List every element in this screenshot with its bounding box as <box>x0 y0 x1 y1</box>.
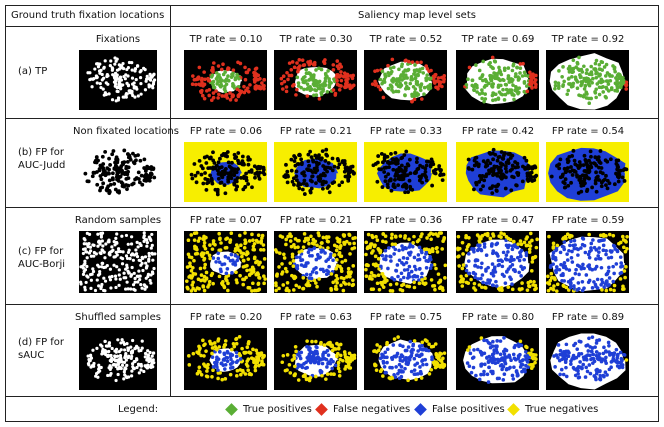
rate-label: TP rate = 0.69 <box>461 34 535 45</box>
saliency-level-set-image <box>274 231 357 293</box>
saliency-level-set-image <box>546 231 629 293</box>
legend-label: False negatives <box>333 404 411 415</box>
legend-item-true-positives: True positives <box>225 403 312 416</box>
header-left: Ground truth fixation locations <box>11 10 165 21</box>
frame-right <box>658 5 659 422</box>
saliency-level-set-image <box>274 50 357 110</box>
legend-swatch-icon <box>315 403 328 416</box>
rate-label: FP rate = 0.06 <box>189 126 263 137</box>
legend-swatch-icon <box>414 403 427 416</box>
row-label: (c) FP for <box>18 246 64 257</box>
saliency-level-set-image <box>364 142 447 202</box>
column-divider <box>170 5 171 396</box>
saliency-level-set-image <box>184 328 267 390</box>
rate-label: FP rate = 0.07 <box>189 215 263 226</box>
rate-label: FP rate = 0.89 <box>551 312 625 323</box>
row-label: sAUC <box>18 350 45 361</box>
saliency-level-set-image <box>184 50 267 110</box>
rate-label: FP rate = 0.20 <box>189 312 263 323</box>
rate-label: FP rate = 0.54 <box>551 126 625 137</box>
frame-left <box>5 5 6 422</box>
legend-title: Legend: <box>118 404 159 415</box>
saliency-level-set-image <box>546 142 629 202</box>
legend-item-false-negatives: False negatives <box>315 403 411 416</box>
legend-swatch-icon <box>225 403 238 416</box>
legend-label: True positives <box>243 404 312 415</box>
ground-truth-image <box>79 328 157 390</box>
ground-truth-image <box>79 142 157 202</box>
row-divider-2 <box>5 207 659 208</box>
saliency-level-set-image <box>456 328 539 390</box>
saliency-level-set-image <box>456 142 539 202</box>
rate-label: FP rate = 0.75 <box>369 312 443 323</box>
legend-item-true-negatives: True negatives <box>507 403 599 416</box>
rate-label: FP rate = 0.59 <box>551 215 625 226</box>
saliency-level-set-image <box>456 231 539 293</box>
rate-label: FP rate = 0.63 <box>279 312 353 323</box>
row-label: AUC-Borji <box>18 259 66 270</box>
row-label: AUC-Judd <box>18 160 66 171</box>
row-label: (d) FP for <box>18 337 65 348</box>
legend-divider <box>5 396 659 397</box>
saliency-level-set-image <box>364 231 447 293</box>
rate-label: TP rate = 0.92 <box>551 34 625 45</box>
rate-label: FP rate = 0.33 <box>369 126 443 137</box>
saliency-level-set-image <box>274 328 357 390</box>
rate-label: TP rate = 0.30 <box>279 34 353 45</box>
rate-label: TP rate = 0.52 <box>369 34 443 45</box>
ground-truth-image <box>79 231 157 293</box>
row-label: (b) FP for <box>18 147 65 158</box>
row-divider-3 <box>5 304 659 305</box>
ground-truth-caption: Fixations <box>95 34 141 45</box>
row-label: (a) TP <box>18 66 48 77</box>
saliency-level-set-image <box>364 50 447 110</box>
ground-truth-caption: Shuffled samples <box>75 312 161 323</box>
rate-label: TP rate = 0.10 <box>189 34 263 45</box>
rate-label: FP rate = 0.21 <box>279 126 353 137</box>
legend-label: True negatives <box>525 404 599 415</box>
rate-label: FP rate = 0.47 <box>461 215 535 226</box>
saliency-level-set-image <box>546 328 629 390</box>
saliency-level-set-image <box>546 50 629 110</box>
frame-top <box>5 5 659 6</box>
rate-label: FP rate = 0.36 <box>369 215 443 226</box>
rate-label: FP rate = 0.80 <box>461 312 535 323</box>
ground-truth-caption: Random samples <box>74 215 162 226</box>
header-divider <box>5 26 659 27</box>
header-right: Saliency map level sets <box>358 10 476 21</box>
saliency-level-set-image <box>184 142 267 202</box>
legend-label: False positives <box>432 404 505 415</box>
legend-item-false-positives: False positives <box>414 403 505 416</box>
rate-label: FP rate = 0.21 <box>279 215 353 226</box>
ground-truth-image <box>79 50 157 110</box>
saliency-level-set-image <box>456 50 539 110</box>
saliency-level-set-image <box>184 231 267 293</box>
frame-bottom <box>5 421 659 422</box>
saliency-level-set-image <box>274 142 357 202</box>
saliency-level-set-image <box>364 328 447 390</box>
ground-truth-caption: Non fixated locations <box>73 126 179 137</box>
row-divider-1 <box>5 118 659 119</box>
legend-swatch-icon <box>507 403 520 416</box>
rate-label: FP rate = 0.42 <box>461 126 535 137</box>
